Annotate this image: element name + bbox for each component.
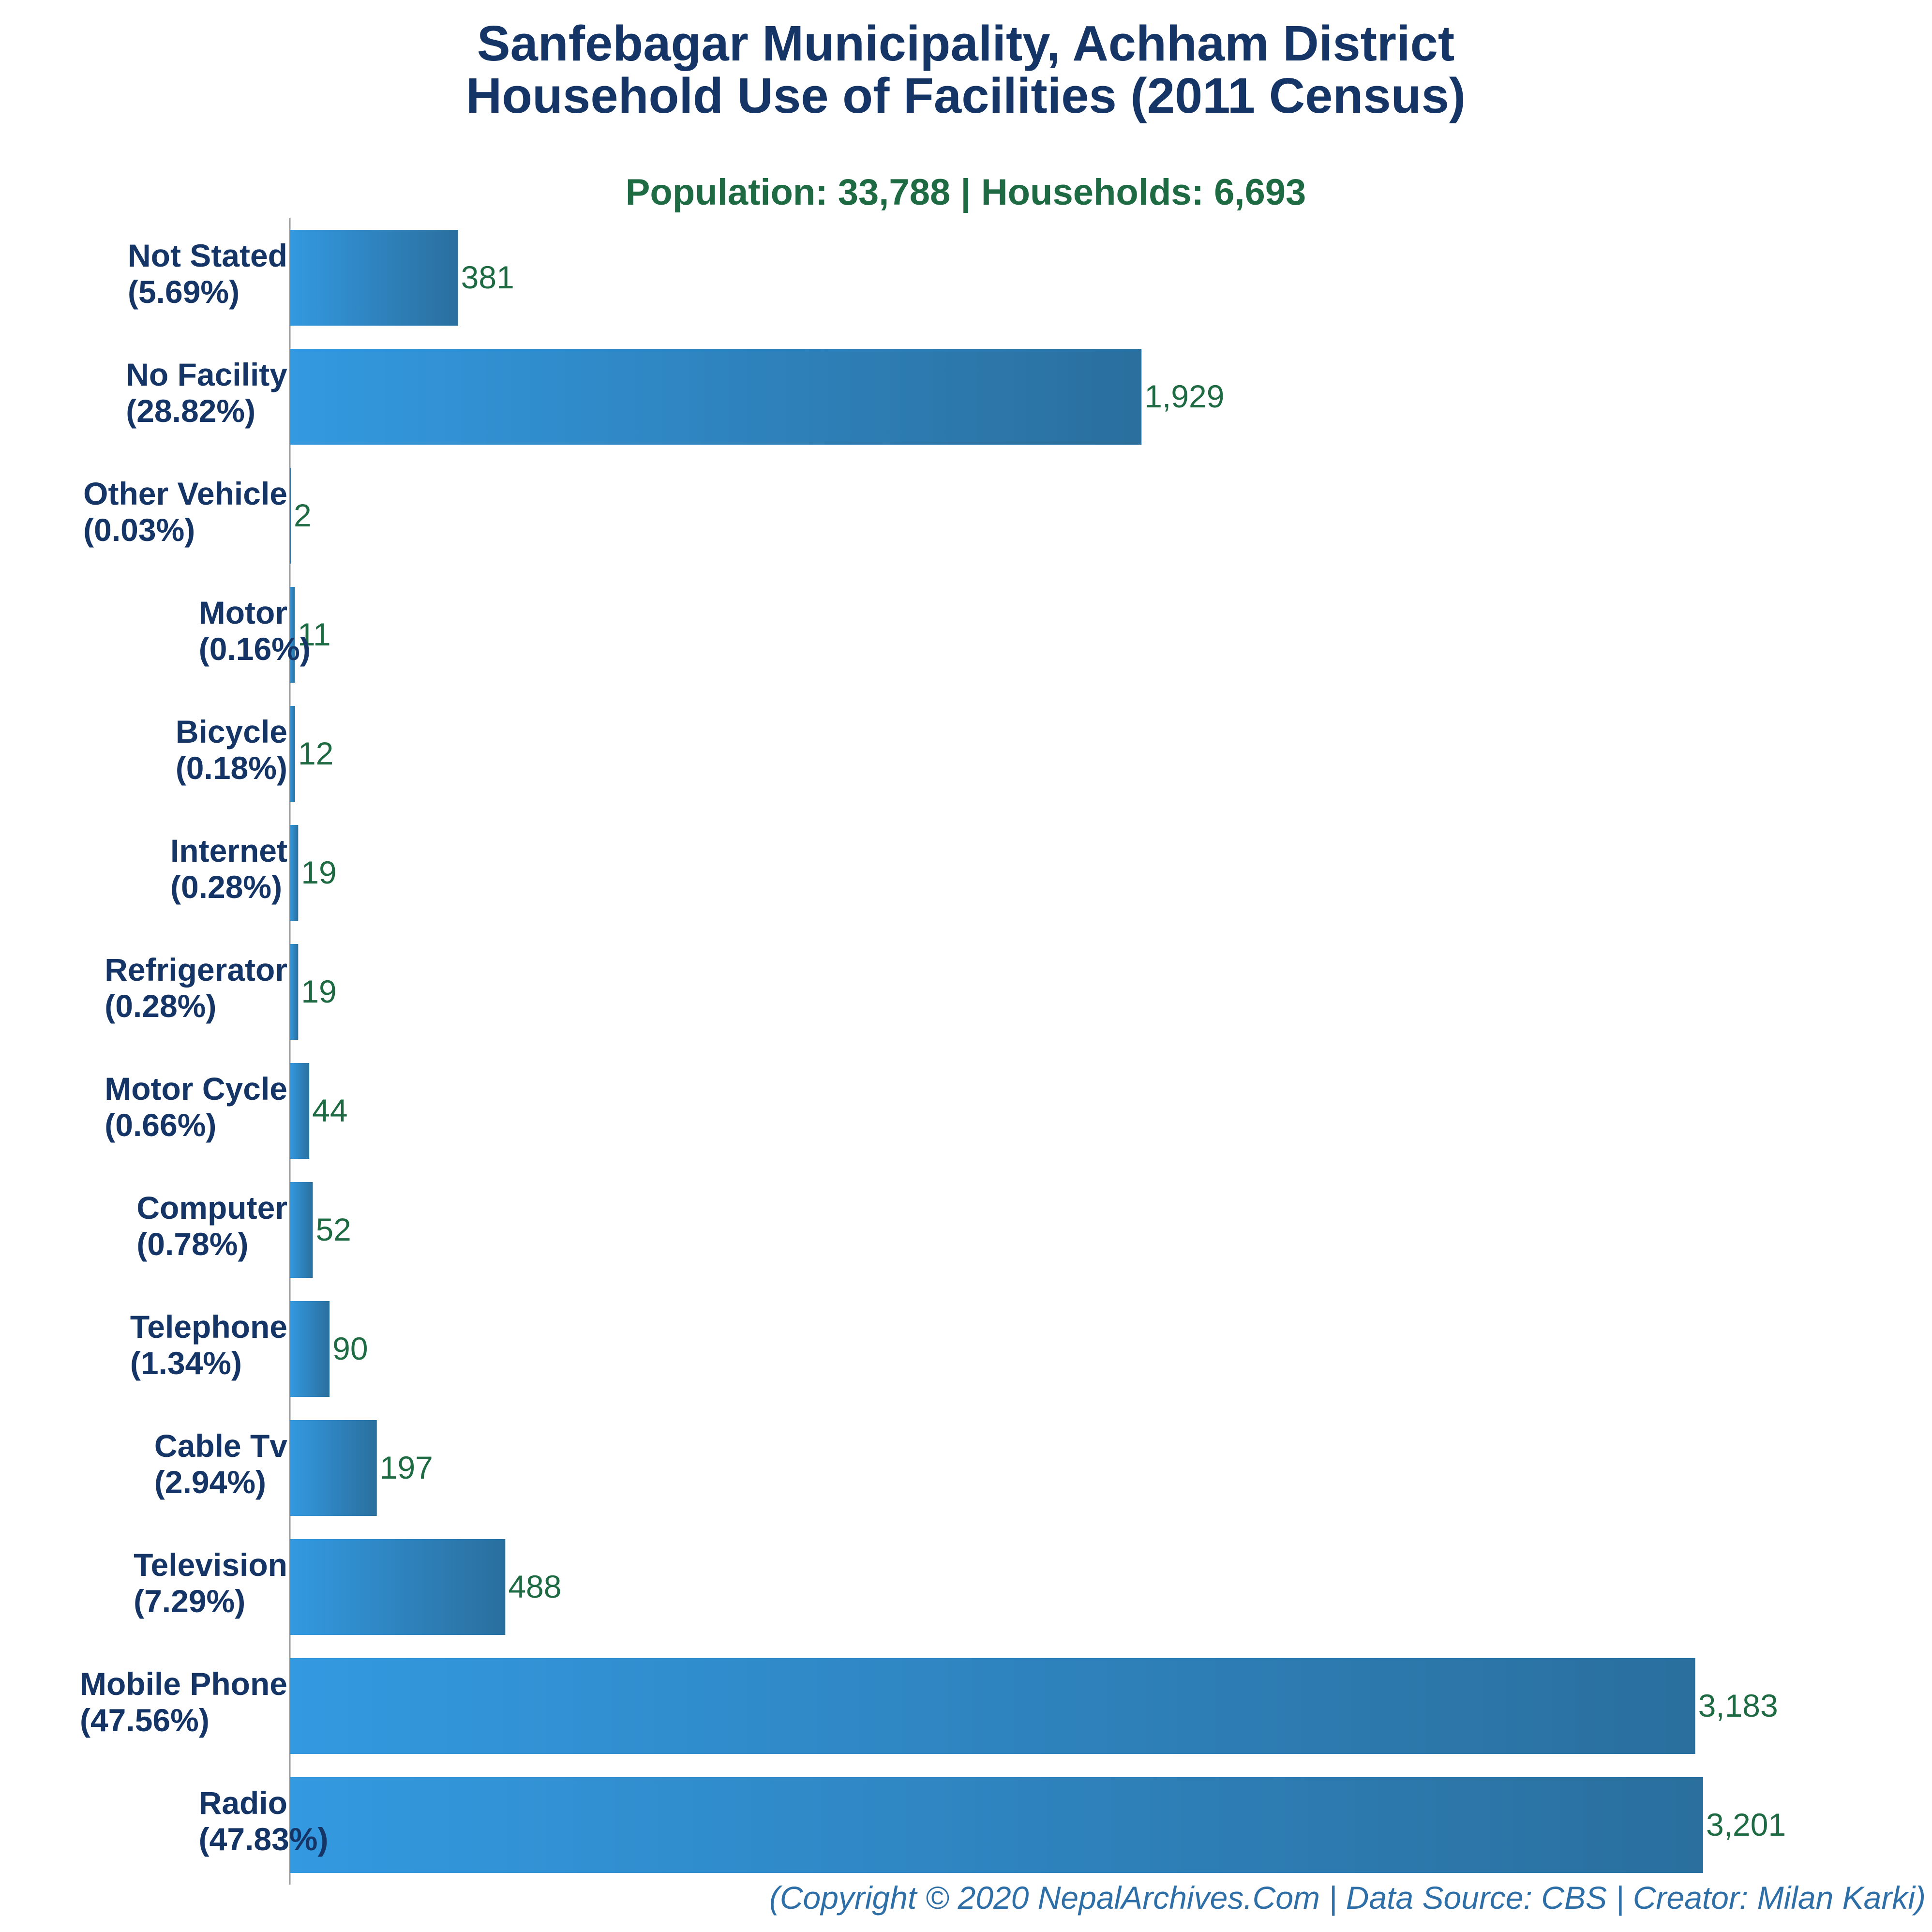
value-label: 381 bbox=[461, 259, 514, 295]
category-pct-label: (0.18%) bbox=[176, 750, 287, 786]
value-label: 19 bbox=[301, 854, 336, 890]
bar-television bbox=[290, 1539, 506, 1635]
category-pct-label: (0.78%) bbox=[136, 1226, 248, 1262]
category-label: Motor Cycle bbox=[105, 1071, 287, 1107]
category-pct-label: (7.29%) bbox=[134, 1583, 245, 1619]
category-label: Motor bbox=[199, 595, 287, 630]
category-label: Television bbox=[134, 1547, 287, 1583]
bar-telephone bbox=[290, 1301, 330, 1397]
value-label: 90 bbox=[332, 1331, 368, 1366]
bar-not-stated bbox=[290, 230, 458, 326]
category-label: Refrigerator bbox=[105, 952, 287, 988]
footer-credit: (Copyright © 2020 NepalArchives.Com | Da… bbox=[769, 1880, 1926, 1917]
category-pct-label: (47.56%) bbox=[80, 1702, 210, 1738]
value-label: 197 bbox=[380, 1450, 433, 1485]
category-pct-label: (2.94%) bbox=[154, 1464, 266, 1500]
bar-other-vehicle bbox=[290, 468, 291, 564]
value-label: 488 bbox=[508, 1569, 561, 1604]
bar-cable-tv bbox=[290, 1420, 377, 1516]
category-label: Radio bbox=[199, 1785, 287, 1821]
bar-no-facility bbox=[290, 349, 1142, 445]
bar-computer bbox=[290, 1182, 313, 1278]
value-label: 44 bbox=[312, 1093, 347, 1128]
category-label: Cable Tv bbox=[154, 1428, 287, 1464]
bar-internet bbox=[290, 825, 299, 921]
value-label: 52 bbox=[315, 1212, 351, 1247]
bar-bicycle bbox=[290, 706, 295, 802]
category-label: Other Vehicle bbox=[83, 476, 287, 511]
value-label: 3,183 bbox=[1698, 1688, 1778, 1723]
value-label: 19 bbox=[301, 973, 336, 1009]
value-label: 1,929 bbox=[1144, 378, 1224, 414]
category-pct-label: (47.83%) bbox=[199, 1821, 329, 1857]
category-label: Bicycle bbox=[176, 714, 287, 749]
bar-motor-cycle bbox=[290, 1063, 310, 1159]
bar-radio bbox=[290, 1777, 1703, 1873]
category-label: Computer bbox=[136, 1190, 287, 1226]
category-pct-label: (0.28%) bbox=[105, 988, 216, 1024]
category-label: Telephone bbox=[130, 1309, 287, 1345]
value-label: 11 bbox=[298, 616, 331, 652]
bars-group: 381 Not Stated(5.69%) 1,929 No Facility(28.… bbox=[80, 230, 1786, 1873]
category-pct-label: (1.34%) bbox=[130, 1345, 242, 1381]
category-label: Mobile Phone bbox=[80, 1666, 287, 1702]
chart-subtitle: Population: 33,788 | Households: 6,693 bbox=[626, 172, 1306, 213]
category-pct-label: (0.28%) bbox=[170, 869, 282, 905]
category-pct-label: (5.69%) bbox=[128, 274, 240, 310]
chart-title-line2: Household Use of Facilities (2011 Census… bbox=[466, 68, 1466, 123]
value-label: 12 bbox=[298, 735, 333, 771]
value-label: 3,201 bbox=[1706, 1807, 1786, 1842]
bar-refrigerator bbox=[290, 944, 299, 1040]
value-label: 2 bbox=[294, 497, 312, 533]
category-pct-label: (0.16%) bbox=[199, 631, 311, 667]
category-pct-label: (0.03%) bbox=[83, 512, 195, 548]
bar-motor bbox=[290, 587, 295, 683]
category-pct-label: (0.66%) bbox=[105, 1107, 216, 1143]
category-pct-label: (28.82%) bbox=[126, 393, 255, 429]
bar-mobile-phone bbox=[290, 1658, 1695, 1754]
chart-title-line1: Sanfebagar Municipality, Achham District bbox=[477, 15, 1454, 71]
category-label: Not Stated bbox=[128, 238, 287, 273]
category-label: Internet bbox=[170, 833, 287, 869]
category-label: No Facility bbox=[126, 357, 287, 392]
